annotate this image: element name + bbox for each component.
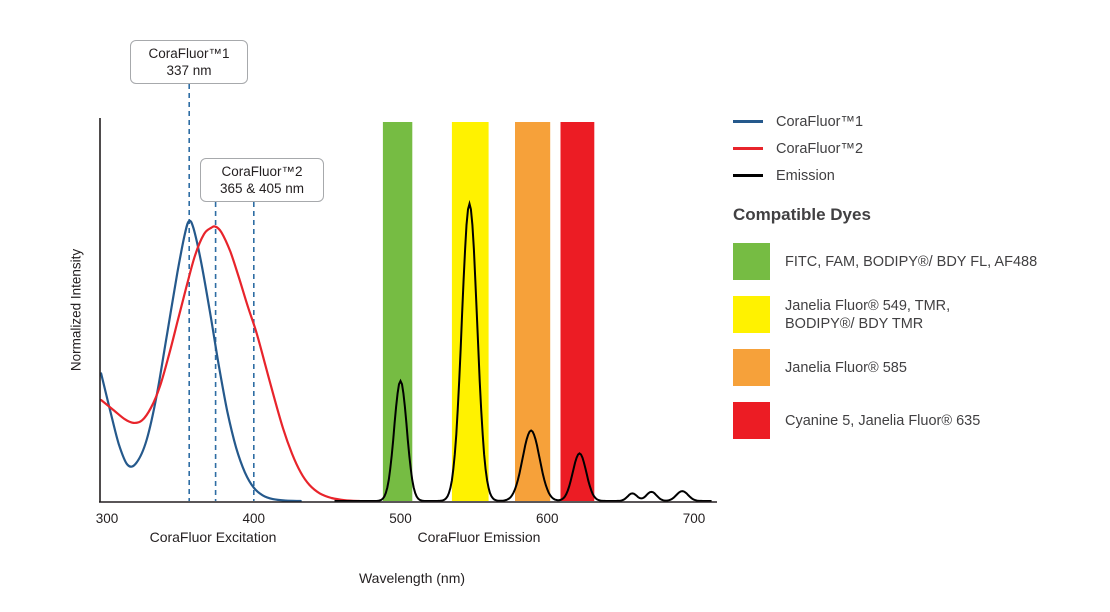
dye-label: Janelia Fluor® 549, TMR, BODIPY®/ BDY TM… xyxy=(785,297,950,333)
legend-label: Emission xyxy=(776,167,835,184)
dye-label: Cyanine 5, Janelia Fluor® 635 xyxy=(785,412,980,430)
x-axis-label: Wavelength (nm) xyxy=(358,570,466,586)
excitation-curve-1 xyxy=(100,225,361,503)
dye-label-line: Cyanine 5, Janelia Fluor® 635 xyxy=(785,412,981,429)
emission-curve xyxy=(334,199,712,502)
dye-row-yellow: Janelia Fluor® 549, TMR, BODIPY®/ BDY TM… xyxy=(733,296,1103,333)
legend-line-swatch-corafluor2 xyxy=(733,147,763,150)
annotation-title: CoraFluor™1 xyxy=(148,46,230,61)
spectra-chart: 300 400 500 600 700 xyxy=(96,84,717,526)
dye-label-line: Janelia Fluor® 549, TMR, xyxy=(785,297,951,314)
y-axis-label: Normalized Intensity xyxy=(68,248,84,372)
dye-swatch-green xyxy=(733,243,770,280)
dye-label-line: Janelia Fluor® 585 xyxy=(785,359,907,376)
dye-label: Janelia Fluor® 585 xyxy=(785,359,907,377)
legend-label: CoraFluor™2 xyxy=(776,140,864,157)
dye-swatch-orange xyxy=(733,349,770,386)
excitation-curve-0 xyxy=(100,219,302,503)
annotation-value: 337 nm xyxy=(166,63,212,78)
annotation-title: CoraFluor™2 xyxy=(221,164,303,179)
annotation-corafluor2-excitation: CoraFluor™2 365 & 405 nm xyxy=(200,158,324,202)
dye-row-green: FITC, FAM, BODIPY®/ BDY FL, AF488 xyxy=(733,243,1103,280)
dye-swatch-yellow xyxy=(733,296,770,333)
x-tick-label-300: 300 xyxy=(96,511,119,526)
dye-row-orange: Janelia Fluor® 585 xyxy=(733,349,1103,386)
legend-entry-corafluor2: CoraFluor™2 xyxy=(733,135,1103,162)
dye-row-red: Cyanine 5, Janelia Fluor® 635 xyxy=(733,402,1103,439)
legend-entry-emission: Emission xyxy=(733,162,1103,189)
legend-entry-corafluor1: CoraFluor™1 xyxy=(733,108,1103,135)
annotation-value: 365 & 405 nm xyxy=(219,181,305,196)
legend-line-swatch-emission xyxy=(733,174,763,177)
region-label-emission: CoraFluor Emission xyxy=(417,529,541,545)
legend-label: CoraFluor™1 xyxy=(776,113,864,130)
legend: CoraFluor™1 CoraFluor™2 Emission Compati… xyxy=(733,108,1103,455)
x-tick-label-700: 700 xyxy=(683,511,706,526)
emission-filter-band-3 xyxy=(560,122,595,501)
dye-label: FITC, FAM, BODIPY®/ BDY FL, AF488 xyxy=(785,253,1037,271)
compatible-dyes-heading: Compatible Dyes xyxy=(733,205,871,224)
region-label-excitation: CoraFluor Excitation xyxy=(149,529,277,545)
dye-label-line: BODIPY®/ BDY TMR xyxy=(785,315,924,332)
legend-line-swatch-corafluor1 xyxy=(733,120,763,123)
x-tick-label-500: 500 xyxy=(389,511,412,526)
annotation-corafluor1-excitation: CoraFluor™1 337 nm xyxy=(130,40,248,84)
dye-swatch-red xyxy=(733,402,770,439)
x-tick-label-400: 400 xyxy=(243,511,266,526)
dye-label-line: FITC, FAM, BODIPY®/ BDY FL, AF488 xyxy=(785,253,1038,270)
emission-filter-band-2 xyxy=(515,122,551,501)
x-tick-label-600: 600 xyxy=(536,511,559,526)
